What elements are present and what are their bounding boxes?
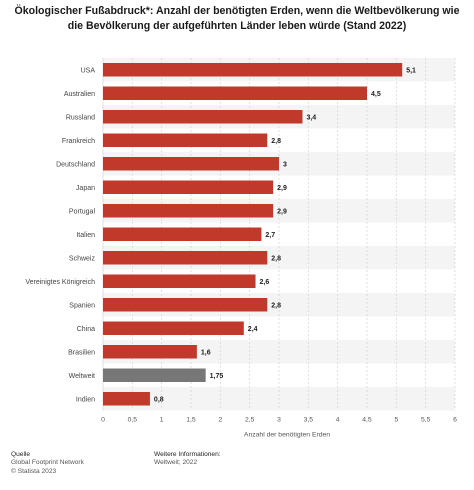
bar-chart: 0 0,5 1 1,5 2 2,5 3 3,5 4 4,5 5 5,5 6 USA 5,1 Australie… [25, 58, 457, 439]
source-block: Quelle Global Footprint Network © Statis… [11, 451, 84, 476]
bar [103, 110, 303, 124]
x-tick-label: 2 [218, 417, 222, 424]
bar [103, 321, 244, 335]
bar [103, 157, 279, 171]
bar [103, 180, 274, 194]
category-label: Vereinigtes Königreich [25, 279, 95, 286]
category-label: Weltweit [69, 373, 95, 380]
category-label: Japan [76, 185, 95, 192]
value-label: 2,8 [271, 138, 281, 145]
category-label: Indien [76, 396, 95, 403]
x-tick-label: 4,5 [362, 417, 372, 424]
x-tick-label: 2,5 [245, 417, 255, 424]
x-tick-label: 3 [277, 417, 281, 424]
info-block: Weitere Informationen: Weltweit; 2022 [154, 451, 221, 468]
x-tick-label: 0,5 [128, 417, 138, 424]
bar [103, 368, 206, 382]
info-label: Weitere Informationen: [154, 451, 221, 458]
bar [103, 251, 268, 265]
value-label: 2,8 [271, 255, 281, 262]
bar [103, 392, 150, 406]
bar [103, 345, 197, 359]
value-label: 3 [283, 161, 287, 168]
category-label: Portugal [69, 208, 96, 215]
category-label: Deutschland [56, 161, 95, 168]
bar [103, 227, 262, 241]
bar [103, 274, 256, 288]
x-tick-label: 3,5 [304, 417, 314, 424]
chart-title: Ökologischer Fußabdruck*: Anzahl der ben… [14, 5, 460, 32]
x-tick-label: 4 [336, 417, 340, 424]
bar [103, 86, 367, 100]
x-axis-label: Anzahl der benötigten Erden [244, 432, 330, 439]
value-label: 5,1 [406, 67, 416, 74]
category-label: Spanien [69, 302, 95, 309]
value-label: 2,6 [260, 279, 270, 286]
x-tick-label: 5,5 [421, 417, 431, 424]
value-label: 2,9 [277, 208, 287, 215]
bar [103, 63, 403, 77]
category-label: Schweiz [69, 255, 96, 262]
category-label: China [77, 326, 95, 333]
category-label: Frankreich [62, 138, 95, 145]
source-text[interactable]: Global Footprint Network [11, 459, 84, 467]
copyright-text: © Statista 2023 [11, 467, 57, 475]
value-label: 1,75 [210, 373, 224, 380]
x-tick-label: 5 [394, 417, 398, 424]
x-tick-label: 0 [101, 417, 105, 424]
bar [103, 133, 268, 147]
category-label: Australien [64, 91, 95, 98]
bar [103, 298, 268, 312]
category-label: Italien [76, 232, 95, 239]
value-label: 0,8 [154, 396, 164, 403]
info-text: Weltweit; 2022 [154, 459, 198, 467]
value-label: 2,9 [277, 185, 287, 192]
value-label: 1,6 [201, 349, 211, 356]
x-tick-label: 1 [160, 417, 164, 424]
source-label: Quelle [11, 451, 31, 458]
value-label: 3,4 [306, 114, 316, 121]
x-tick-label: 6 [453, 417, 457, 424]
x-tick-label: 1,5 [186, 417, 196, 424]
value-label: 2,7 [265, 232, 275, 239]
value-label: 4,5 [371, 91, 381, 98]
category-label: Brasilien [68, 349, 95, 356]
category-label: USA [81, 67, 96, 74]
value-label: 2,4 [248, 326, 258, 333]
category-label: Russland [66, 114, 95, 121]
value-label: 2,8 [271, 302, 281, 309]
bar [103, 204, 274, 218]
